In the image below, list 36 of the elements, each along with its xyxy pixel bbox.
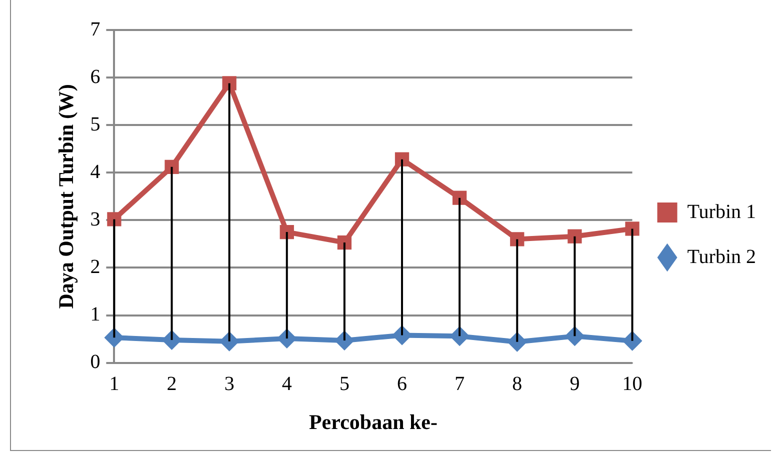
y-tick-label: 5: [90, 113, 100, 136]
y-tick-label: 1: [90, 304, 100, 326]
x-tick-label: 5: [339, 373, 350, 396]
point: [337, 235, 352, 250]
point: [510, 232, 524, 246]
legend-label: Turbin 1: [687, 200, 756, 223]
y-tick-label: 2: [90, 256, 100, 278]
x-tick-label: 10: [622, 373, 642, 396]
point: [568, 229, 582, 244]
x-tick-label: 2: [166, 373, 177, 396]
y-tick-label: 7: [90, 18, 100, 40]
point: [564, 326, 585, 346]
y-axis-title: Daya Output Turbin (W): [54, 84, 78, 309]
y-tick-label: 4: [90, 160, 100, 183]
point: [394, 152, 410, 166]
point: [222, 76, 236, 90]
x-tick-label: 1: [109, 373, 120, 396]
y-tick-label: 6: [90, 66, 100, 88]
x-tick-label: 9: [570, 373, 580, 396]
point: [625, 222, 640, 236]
y-tick-label: 0: [90, 351, 100, 374]
point: [162, 330, 182, 350]
x-axis-title: Percobaan ke-: [308, 410, 438, 434]
y-tick-label: 3: [90, 208, 100, 230]
point: [452, 190, 467, 205]
x-tick-label: 7: [454, 373, 465, 396]
x-tick-label: 8: [512, 373, 522, 396]
point: [107, 212, 122, 226]
x-tick-label: 6: [397, 373, 408, 396]
x-tick-label: 3: [224, 373, 234, 396]
point: [622, 330, 642, 351]
x-tick-label: 4: [282, 373, 292, 396]
point: [164, 160, 179, 174]
point: [280, 224, 294, 240]
legend-label: Turbin 2: [687, 246, 756, 268]
point: [507, 332, 528, 352]
